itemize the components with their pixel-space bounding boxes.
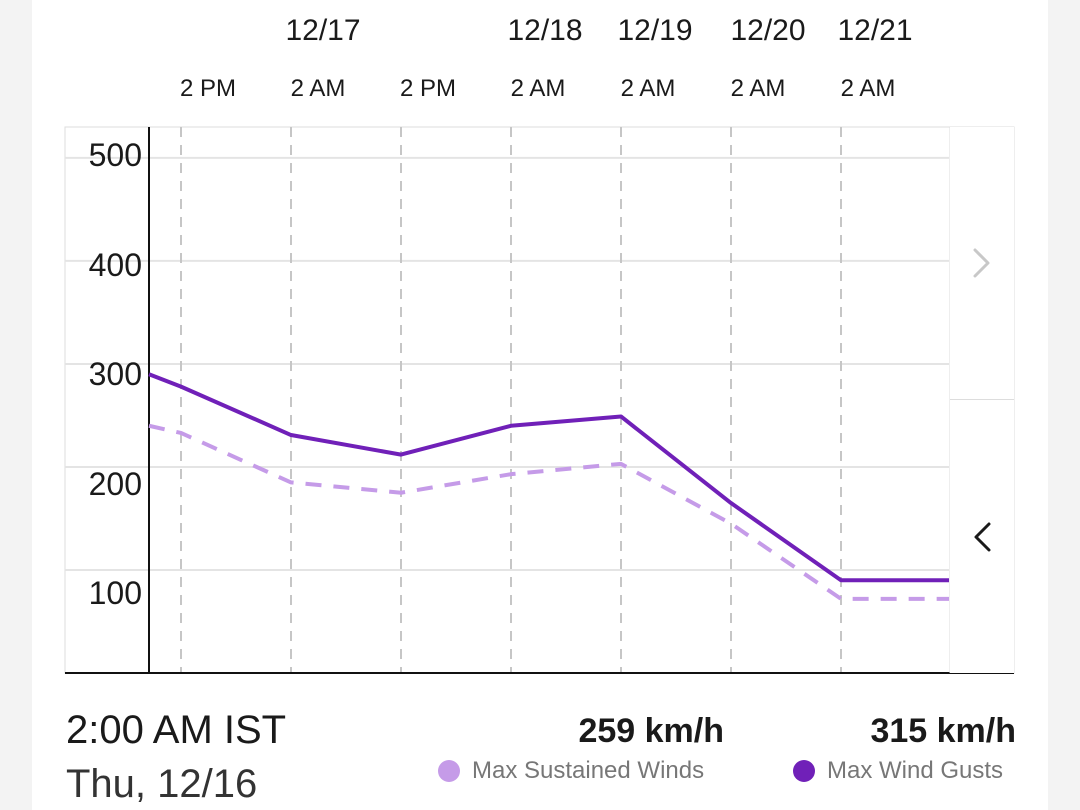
legend-dot-sustained-icon (438, 760, 460, 782)
y-tick-label: 200 (88, 466, 142, 502)
x-time-label: 2 AM (510, 75, 566, 102)
x-date-label: 12/21 (837, 14, 913, 47)
x-time-label: 2 AM (730, 75, 786, 102)
x-date-label: 12/18 (507, 14, 583, 47)
wind-gust-value: 315 km/h (870, 712, 1016, 750)
x-time-label: 2 AM (840, 75, 896, 102)
legend-dot-gusts-icon (793, 760, 815, 782)
readout-time: 2:00 AM IST (66, 708, 287, 752)
y-tick-label: 300 (88, 356, 142, 392)
readout-date: Thu, 12/16 (66, 762, 258, 806)
legend-item-sustained: Max Sustained Winds (438, 757, 704, 785)
next-period-button[interactable] (950, 127, 1014, 399)
sustained-wind-value: 259 km/h (578, 712, 724, 750)
y-tick-label: 400 (88, 247, 142, 283)
y-tick-label: 100 (88, 575, 142, 611)
legend-item-gusts: Max Wind Gusts (793, 757, 1003, 785)
chevron-left-icon (974, 522, 991, 551)
x-time-label: 2 AM (620, 75, 676, 102)
previous-period-button[interactable] (950, 400, 1014, 673)
y-tick-label: 500 (88, 137, 142, 173)
series-line-wind-gusts (148, 372, 949, 583)
x-date-label: 12/17 (285, 14, 361, 47)
legend-label-gusts: Max Wind Gusts (827, 757, 1004, 784)
chevron-right-icon (973, 248, 990, 278)
x-time-label: 2 PM (399, 75, 456, 102)
legend-label-sustained: Max Sustained Winds (472, 757, 705, 784)
chart-card (32, 0, 1048, 810)
x-date-label: 12/20 (730, 14, 806, 47)
x-time-label: 2 PM (179, 75, 236, 102)
x-time-label: 2 AM (290, 75, 346, 102)
x-date-label: 12/19 (617, 14, 693, 47)
series-line-sustained-winds (148, 423, 949, 601)
